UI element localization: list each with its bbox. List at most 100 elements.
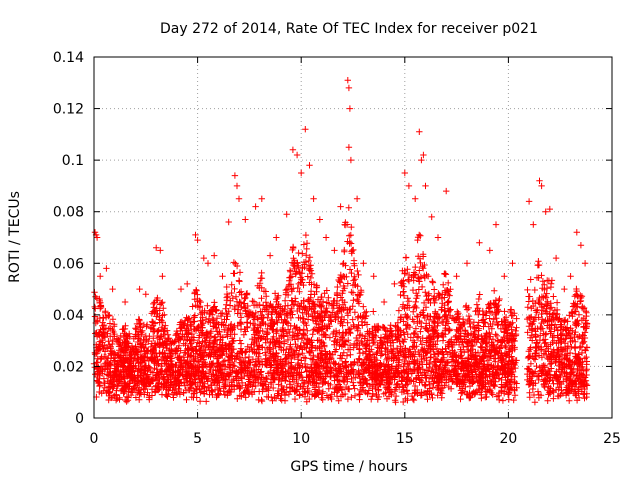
- data-point: [560, 378, 567, 385]
- data-point: [280, 340, 288, 347]
- data-point: [374, 344, 381, 351]
- data-point: [239, 349, 246, 357]
- data-point: [404, 380, 411, 388]
- data-point: [197, 369, 204, 376]
- data-point: [405, 277, 413, 285]
- data-point: [202, 330, 210, 337]
- data-point: [248, 389, 256, 396]
- data-point: [206, 364, 213, 371]
- data-point: [120, 325, 127, 333]
- data-point: [400, 349, 408, 357]
- data-point: [373, 391, 380, 399]
- data-point: [381, 324, 388, 332]
- data-point: [450, 366, 458, 374]
- data-point: [497, 354, 504, 361]
- data-point: [458, 322, 466, 329]
- data-point: [439, 384, 446, 391]
- data-point: [195, 358, 203, 366]
- data-point: [197, 310, 204, 318]
- data-point: [513, 324, 520, 331]
- data-point: [289, 328, 296, 336]
- data-point: [348, 394, 355, 401]
- data-point: [243, 312, 251, 320]
- data-point: [249, 348, 256, 355]
- data-point: [430, 341, 437, 348]
- data-point: [479, 354, 486, 362]
- data-point: [207, 329, 214, 337]
- data-point: [204, 302, 211, 309]
- data-point: [301, 306, 308, 313]
- data-point: [254, 316, 262, 323]
- data-point: [188, 393, 195, 401]
- data-point: [413, 290, 420, 297]
- data-point: [231, 303, 238, 311]
- data-point: [174, 347, 181, 354]
- data-point: [255, 396, 262, 404]
- data-point: [557, 321, 564, 328]
- data-point: [259, 318, 266, 326]
- data-point: [494, 321, 501, 329]
- data-point: [384, 338, 391, 345]
- data-point: [203, 398, 210, 405]
- data-point: [171, 382, 178, 389]
- data-point: [572, 353, 579, 360]
- data-point: [508, 326, 515, 333]
- data-point: [435, 333, 442, 340]
- data-point: [377, 352, 384, 359]
- data-point: [572, 300, 579, 307]
- data-point: [494, 350, 502, 357]
- data-point: [230, 259, 238, 266]
- data-point: [445, 279, 452, 287]
- data-point: [501, 367, 508, 375]
- data-point: [330, 358, 337, 366]
- data-point: [269, 397, 276, 404]
- data-point: [388, 373, 395, 380]
- data-point: [404, 390, 411, 397]
- data-point: [293, 376, 300, 383]
- data-point: [400, 386, 407, 394]
- data-point: [349, 361, 357, 368]
- data-point: [225, 308, 232, 315]
- data-point: [309, 382, 317, 389]
- data-point: [554, 349, 561, 356]
- data-point: [308, 306, 315, 313]
- data-point: [124, 344, 131, 351]
- data-point: [299, 265, 306, 272]
- data-point: [187, 360, 194, 367]
- data-point: [313, 283, 321, 291]
- data-point: [272, 343, 279, 350]
- data-point: [215, 346, 222, 353]
- data-point: [499, 397, 507, 404]
- data-point: [253, 342, 261, 350]
- data-point: [156, 307, 163, 314]
- data-point: [455, 335, 463, 342]
- data-point: [206, 349, 214, 357]
- data-point: [237, 384, 244, 391]
- data-point: [318, 293, 325, 301]
- data-point: [259, 381, 267, 389]
- data-point: [378, 362, 385, 369]
- data-point: [371, 323, 378, 330]
- data-point: [547, 374, 554, 381]
- data-point: [242, 387, 250, 395]
- data-point: [344, 309, 351, 317]
- data-point: [566, 397, 573, 404]
- data-point: [342, 358, 349, 365]
- data-point: [409, 395, 417, 403]
- data-point: [309, 298, 317, 306]
- data-point: [308, 270, 316, 277]
- data-point: [255, 355, 262, 363]
- data-point: [449, 378, 456, 385]
- data-point: [538, 310, 545, 318]
- data-point: [528, 313, 535, 321]
- data-point: [578, 349, 586, 357]
- data-point: [340, 332, 347, 340]
- data-point: [445, 343, 453, 350]
- data-point: [328, 355, 335, 362]
- data-point: [400, 351, 407, 358]
- data-point: [572, 321, 579, 329]
- data-point: [165, 387, 172, 394]
- data-point: [535, 274, 542, 281]
- data-point: [281, 392, 289, 399]
- data-point: [313, 315, 320, 322]
